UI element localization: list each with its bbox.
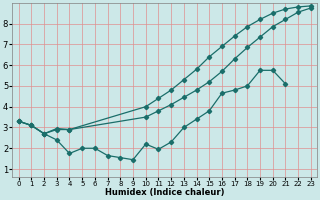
X-axis label: Humidex (Indice chaleur): Humidex (Indice chaleur) — [105, 188, 225, 197]
